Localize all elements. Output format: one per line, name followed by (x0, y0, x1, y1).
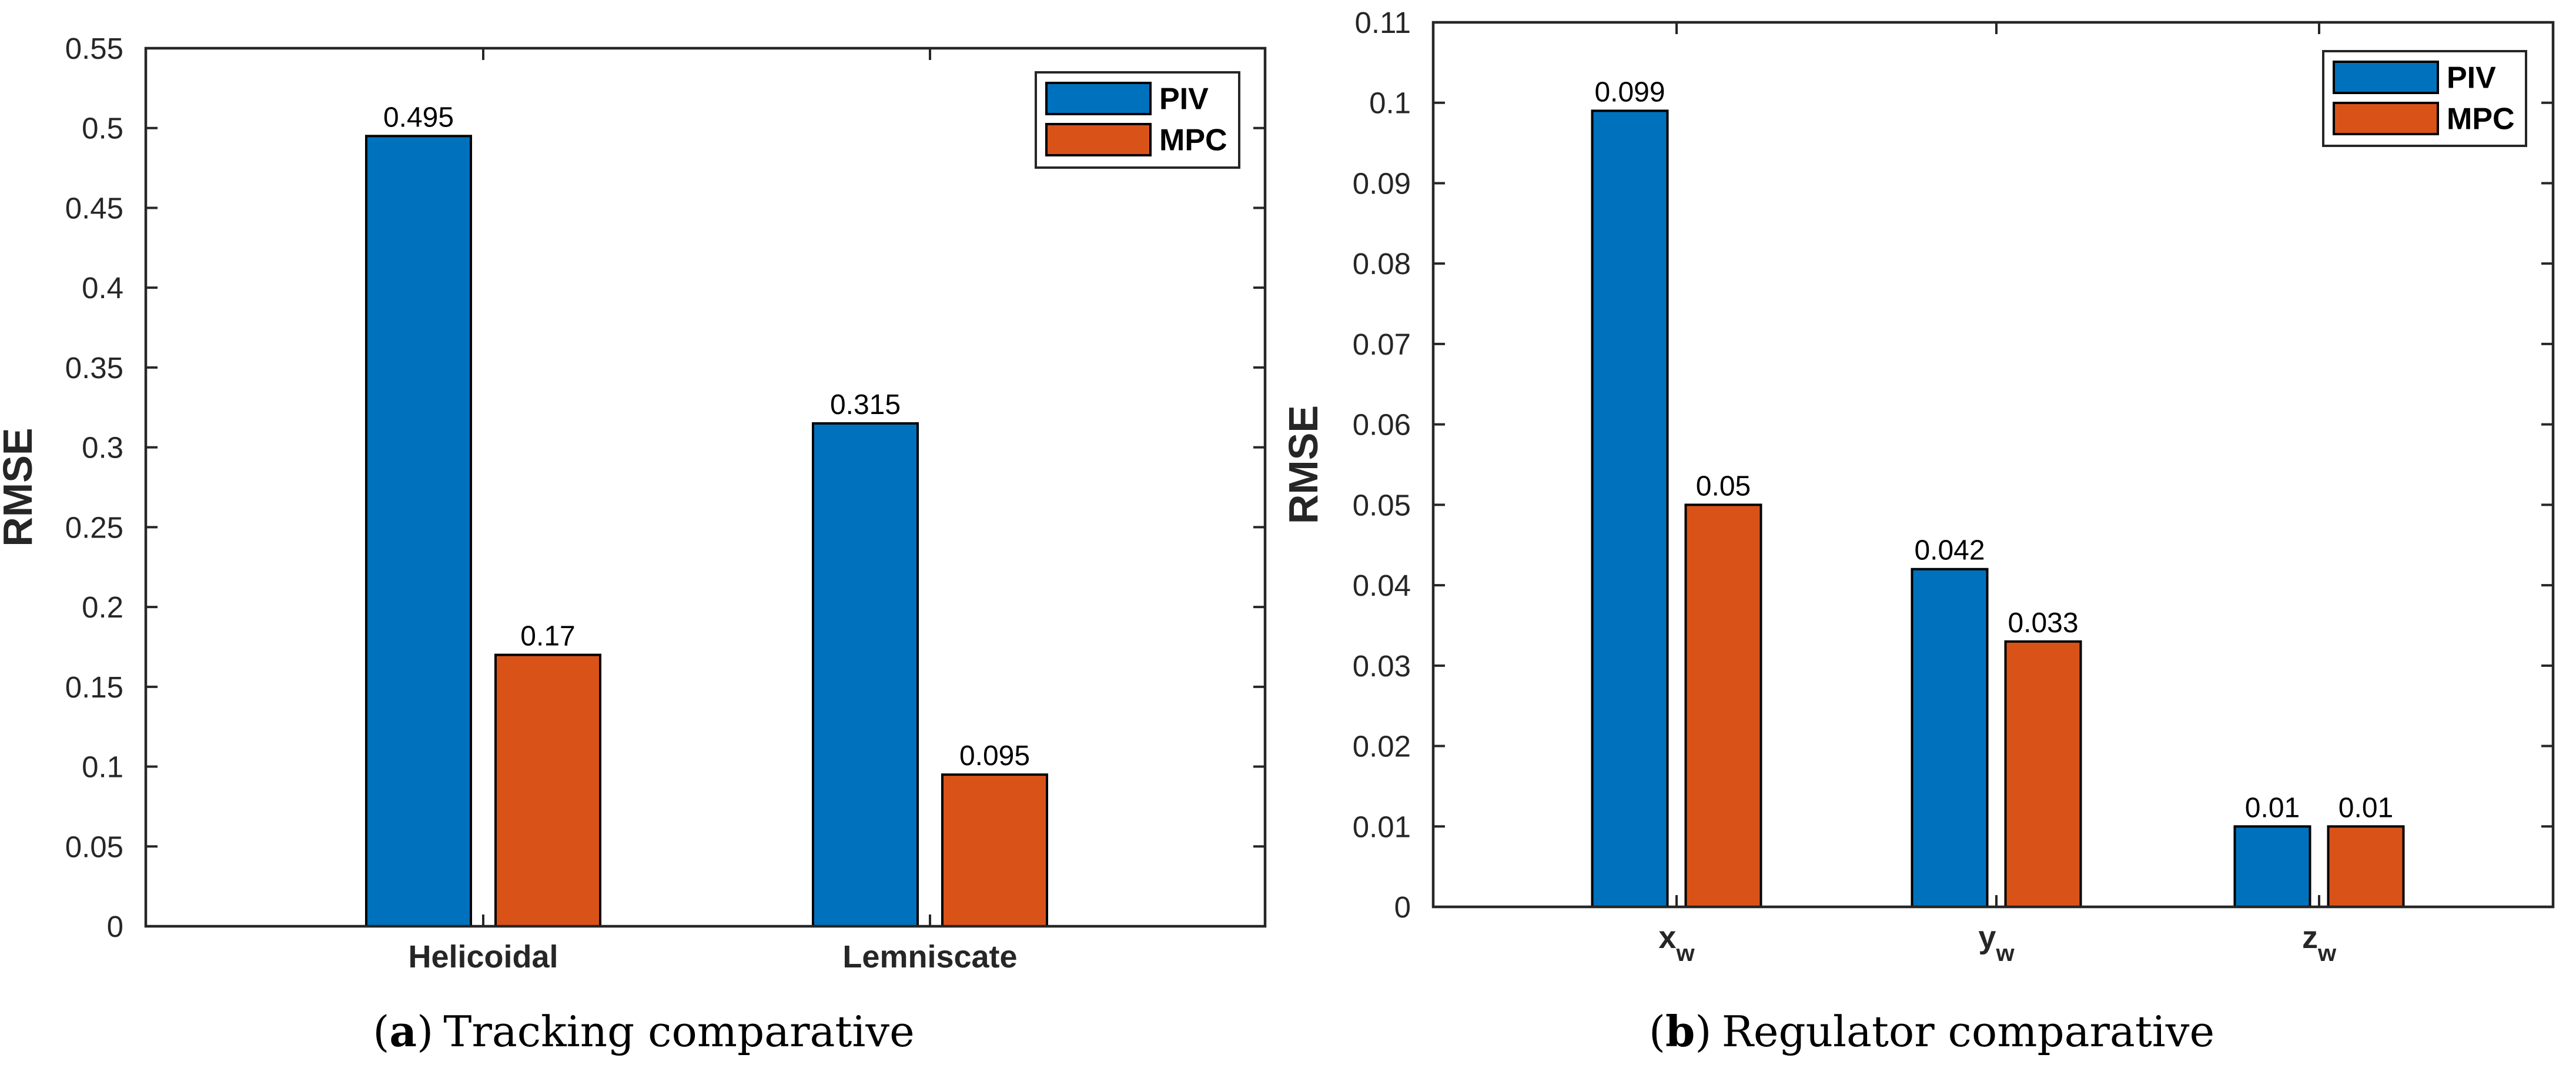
subfigure-caption-b: (b) Regulator comparative (1649, 1009, 2214, 1054)
caption-letter: b (1665, 1006, 1695, 1056)
bar-value-label: 0.01 (2339, 792, 2393, 823)
bar-mpc-1 (941, 773, 1048, 927)
subfigure-caption-a: (a) Tracking comparative (373, 1009, 914, 1054)
caption-paren-close: ) (417, 1007, 434, 1056)
caption-paren-close: ) (1695, 1007, 1712, 1056)
caption-letter: a (389, 1006, 417, 1056)
y-tick-label: 0 (107, 910, 123, 943)
y-tick-label: 0.03 (1353, 649, 1411, 683)
y-tick-label: 0.2 (82, 590, 123, 624)
y-tick-label: 0.45 (65, 191, 123, 225)
bar-mpc-1 (2004, 640, 2082, 909)
bar-piv-2 (2233, 825, 2311, 908)
y-tick-label: 0.4 (82, 271, 123, 305)
bar-piv-0 (365, 135, 472, 927)
legend-label-piv: PIV (1159, 82, 1209, 116)
bar-value-label: 0.17 (520, 621, 575, 652)
bar-mpc-0 (1684, 503, 1762, 908)
y-tick-label: 0.5 (82, 112, 123, 145)
bar-value-label: 0.095 (959, 740, 1030, 772)
legend: PIV MPC (1035, 71, 1240, 169)
bar-value-label: 0.01 (2245, 792, 2300, 823)
caption-paren-open: ( (1648, 1007, 1666, 1056)
y-tick-label: 0.09 (1353, 166, 1411, 200)
chart-panel-b: 0.099 0.042 0.01 0.05 0.033 0.01 0 0.01 0.02 0.03… (1280, 6, 2555, 966)
x-category-label: zw (2302, 920, 2337, 966)
y-tick-label: 0.04 (1353, 569, 1411, 602)
bar-mpc-0 (494, 653, 601, 927)
y-tick-label: 0.06 (1353, 408, 1411, 442)
x-category-label: Lemniscate (842, 939, 1017, 974)
legend-swatch-piv (1045, 82, 1152, 115)
y-tick-label: 0.1 (1369, 86, 1411, 120)
bar-piv-1 (1911, 568, 1989, 908)
legend-swatch-mpc (2333, 102, 2439, 135)
x-category-label: yw (1978, 920, 2015, 966)
legend-label-mpc: MPC (1159, 124, 1227, 158)
bar-value-label: 0.033 (2008, 608, 2078, 639)
legend-swatch-mpc (1045, 123, 1152, 156)
legend-swatch-piv (2333, 61, 2439, 94)
legend-label-piv: PIV (2447, 61, 2496, 95)
y-tick-label: 0.05 (65, 830, 123, 863)
x-category-label: xw (1658, 920, 1695, 966)
caption-text: Regulator comparative (1721, 1007, 2215, 1056)
bar-value-label: 0.495 (383, 102, 454, 133)
y-tick-label: 0.11 (1355, 6, 1411, 39)
y-axis-label: RMSE (1280, 405, 1326, 524)
y-axis-label: RMSE (0, 428, 41, 546)
y-tick-label: 0.15 (65, 670, 123, 704)
legend-label-mpc: MPC (2447, 102, 2515, 136)
y-tick-label: 0.01 (1353, 810, 1411, 843)
legend: PIV MPC (2322, 50, 2527, 147)
axes-box (1431, 21, 2555, 909)
bar-mpc-2 (2327, 825, 2405, 908)
y-tick-label: 0.35 (65, 351, 123, 385)
bar-value-label: 0.042 (1914, 535, 1985, 566)
caption-text: Tracking comparative (443, 1007, 915, 1056)
y-tick-label: 0.02 (1353, 730, 1411, 763)
bar-value-label: 0.315 (830, 389, 901, 420)
bar-piv-0 (1591, 109, 1669, 908)
bar-value-label: 0.099 (1594, 76, 1665, 108)
y-tick-label: 0.1 (82, 750, 123, 784)
chart-panel-a: 0.495 0.315 0.17 0.095 0 0.05 0.1 0.15 0.2 0.25 0.… (0, 32, 1267, 974)
axes-box (144, 46, 1267, 928)
bar-value-label: 0.05 (1696, 470, 1751, 502)
y-tick-label: 0.05 (1353, 488, 1411, 522)
y-tick-label: 0.3 (82, 431, 123, 465)
y-tick-label: 0 (1394, 890, 1411, 924)
x-category-label: Helicoidal (408, 939, 558, 974)
bar-piv-1 (812, 422, 919, 927)
y-tick-label: 0.25 (65, 510, 123, 544)
y-tick-label: 0.07 (1353, 328, 1411, 361)
caption-paren-open: ( (373, 1007, 390, 1056)
y-tick-label: 0.55 (65, 32, 123, 65)
y-tick-label: 0.08 (1353, 247, 1411, 281)
